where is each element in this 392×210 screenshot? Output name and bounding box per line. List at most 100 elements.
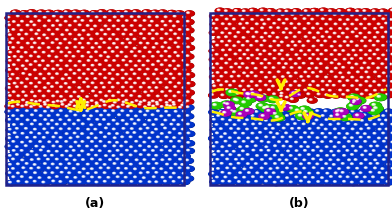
Circle shape [27,140,36,145]
Circle shape [121,181,124,182]
Circle shape [31,46,33,48]
Circle shape [90,89,99,94]
Circle shape [45,166,55,171]
Circle shape [279,109,288,114]
Circle shape [94,69,97,71]
Circle shape [346,150,349,151]
Circle shape [254,39,263,45]
Circle shape [293,36,296,37]
Circle shape [377,95,381,97]
Circle shape [177,105,186,111]
Circle shape [31,114,33,116]
Circle shape [250,122,259,127]
Circle shape [283,80,292,85]
Circle shape [46,176,55,181]
Circle shape [283,62,292,67]
Circle shape [331,93,341,98]
Circle shape [133,132,136,133]
Circle shape [141,28,150,33]
Circle shape [58,50,67,55]
Circle shape [24,118,34,123]
Circle shape [296,109,298,110]
Circle shape [72,45,82,50]
Circle shape [296,54,297,55]
Circle shape [330,163,340,168]
Circle shape [298,119,299,120]
Circle shape [32,50,42,55]
Circle shape [270,13,279,18]
Circle shape [235,177,236,178]
Circle shape [79,19,89,24]
Circle shape [375,66,384,71]
Circle shape [228,181,231,182]
Circle shape [251,115,254,116]
Circle shape [113,155,114,156]
Circle shape [296,66,306,71]
Circle shape [10,157,19,162]
Circle shape [262,32,272,37]
Circle shape [289,107,292,109]
Circle shape [279,57,289,62]
Circle shape [177,21,178,22]
Circle shape [361,9,370,14]
Circle shape [323,145,333,150]
Circle shape [300,146,303,147]
Circle shape [103,126,112,131]
Circle shape [163,94,172,99]
Circle shape [282,145,285,147]
Circle shape [131,131,141,136]
Circle shape [63,166,72,171]
Circle shape [244,92,254,97]
Circle shape [223,35,232,40]
Circle shape [92,77,102,82]
Circle shape [289,127,298,132]
Circle shape [14,67,24,72]
Circle shape [163,110,172,115]
Circle shape [316,76,318,77]
Circle shape [321,80,324,82]
Circle shape [99,159,102,160]
Circle shape [58,109,67,114]
Circle shape [109,73,110,74]
Circle shape [120,76,129,81]
Circle shape [228,23,231,25]
Circle shape [184,54,194,59]
Circle shape [287,31,297,36]
Circle shape [162,159,163,160]
Circle shape [220,128,222,129]
Circle shape [381,123,383,125]
Circle shape [307,119,309,120]
Circle shape [159,82,162,83]
Circle shape [327,89,336,94]
Circle shape [45,122,54,127]
Circle shape [234,132,237,134]
Circle shape [24,109,33,114]
Circle shape [16,146,17,147]
Circle shape [181,94,191,99]
Circle shape [232,80,236,82]
Circle shape [187,132,190,134]
Circle shape [287,135,296,140]
Circle shape [167,10,176,16]
Circle shape [79,19,88,24]
Circle shape [279,13,289,18]
Circle shape [326,172,329,174]
Circle shape [296,153,306,158]
Circle shape [216,132,218,134]
Circle shape [89,63,98,68]
Circle shape [116,123,119,125]
Circle shape [91,158,93,160]
Circle shape [209,49,218,54]
Circle shape [367,171,377,176]
Circle shape [91,47,94,48]
Circle shape [148,146,149,147]
Circle shape [317,58,319,60]
Circle shape [162,126,171,131]
Circle shape [31,123,32,124]
Circle shape [104,33,107,35]
Circle shape [273,93,274,94]
Circle shape [356,114,358,115]
Circle shape [312,158,314,159]
Circle shape [239,79,249,84]
Circle shape [143,177,144,178]
